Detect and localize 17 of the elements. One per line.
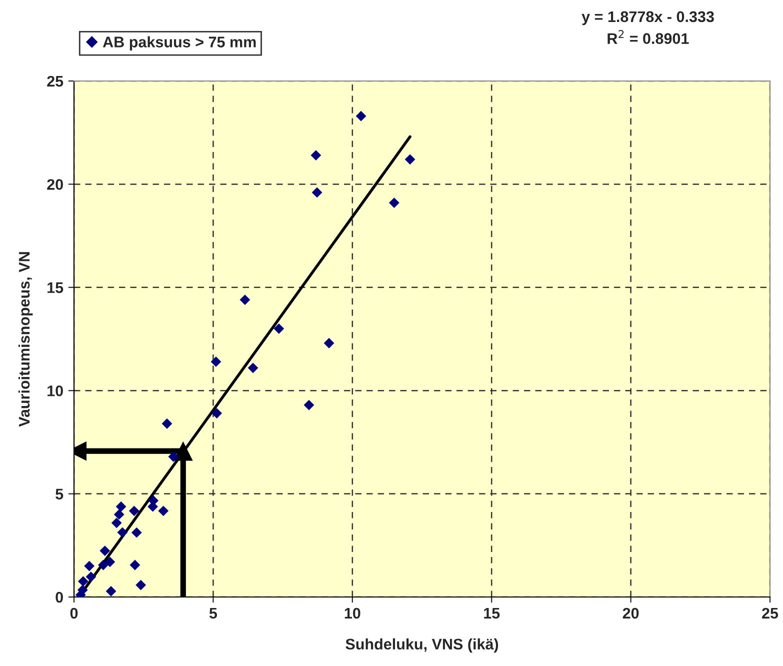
y-axis-title: Vaurioitumisnopeus, VN [18,252,33,427]
y-tick-label: 15 [48,282,64,294]
text: y = 1.8778x - 0.333 [582,11,714,26]
y-tick-label: 0 [56,592,63,603]
x-tick-label: 25 [762,608,778,619]
y-tick-label: 5 [56,488,64,500]
x-axis-title: Suhdeluku, VNS (ikä) [346,638,498,653]
y-tick-label: 20 [47,179,63,190]
x-tick-label: 5 [209,608,218,619]
x-tick-label: 10 [344,608,360,619]
x-tick-label: 0 [70,608,78,619]
y-tick-label: 25 [47,76,64,87]
legend-label: AB paksuus > 75 mm [102,36,256,50]
x-tick-label: 15 [484,608,500,619]
y-tick-label: 10 [48,385,63,396]
x-tick-label: 20 [622,608,639,619]
text: R$^{2}$ = 0.8901 [608,30,689,44]
